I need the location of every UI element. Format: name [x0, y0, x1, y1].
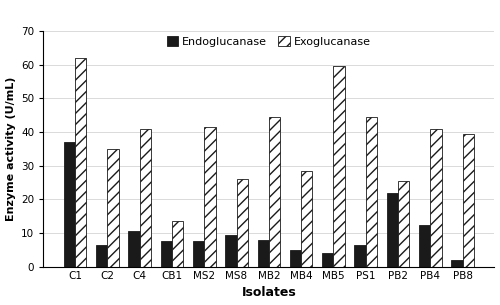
- Bar: [193, 242, 204, 267]
- Bar: [226, 235, 236, 267]
- Bar: [301, 171, 312, 267]
- Bar: [430, 129, 442, 267]
- Bar: [172, 221, 184, 267]
- Bar: [322, 253, 334, 267]
- Bar: [96, 245, 108, 267]
- Bar: [334, 66, 345, 267]
- Y-axis label: Enzyme activity (U/mL): Enzyme activity (U/mL): [6, 77, 16, 221]
- Bar: [258, 240, 269, 267]
- Bar: [419, 224, 430, 267]
- Legend: Endoglucanase, Exoglucanase: Endoglucanase, Exoglucanase: [166, 37, 371, 47]
- Bar: [269, 117, 280, 267]
- Bar: [398, 181, 409, 267]
- X-axis label: Isolates: Isolates: [242, 286, 296, 300]
- Bar: [452, 260, 462, 267]
- Bar: [128, 231, 140, 267]
- Bar: [354, 245, 366, 267]
- Bar: [462, 134, 474, 267]
- Bar: [108, 149, 118, 267]
- Bar: [204, 127, 216, 267]
- Bar: [366, 117, 377, 267]
- Bar: [140, 129, 151, 267]
- Bar: [64, 142, 75, 267]
- Bar: [160, 242, 172, 267]
- Bar: [290, 250, 301, 267]
- Bar: [236, 179, 248, 267]
- Bar: [75, 58, 86, 267]
- Bar: [386, 193, 398, 267]
